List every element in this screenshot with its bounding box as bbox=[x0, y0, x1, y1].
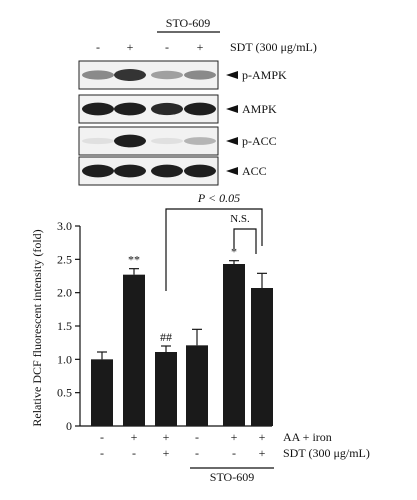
blot-band-label: p-AMPK bbox=[242, 68, 287, 82]
condition-label: AA + iron bbox=[283, 430, 332, 444]
blot-band bbox=[151, 70, 183, 80]
condition-sign: - bbox=[195, 430, 199, 444]
bar bbox=[186, 345, 208, 426]
blot-band bbox=[184, 102, 216, 116]
blot-band bbox=[114, 134, 146, 148]
condition-sign: - bbox=[232, 446, 236, 460]
blot-arrow-icon bbox=[226, 167, 238, 175]
blot-sign: - bbox=[96, 40, 100, 54]
significance-label: ## bbox=[160, 330, 172, 344]
condition-sign: + bbox=[163, 446, 170, 460]
blot-band-rows: p-AMPK AMPK p-ACC ACC bbox=[78, 60, 287, 186]
blot-band bbox=[82, 70, 114, 80]
p-value-label: P < 0.05 bbox=[197, 191, 240, 205]
blot-band bbox=[151, 164, 183, 178]
p-value-bracket bbox=[165, 208, 263, 291]
y-tick-label: 0.5 bbox=[57, 386, 72, 400]
ns-bracket bbox=[233, 228, 257, 254]
bar bbox=[123, 274, 145, 426]
blot-band bbox=[184, 137, 216, 145]
condition-label: SDT (300 μg/mL) bbox=[283, 446, 370, 460]
blot-arrow-icon bbox=[226, 137, 238, 145]
significance-label: ** bbox=[128, 253, 140, 267]
condition-sign: + bbox=[259, 430, 266, 444]
condition-sign: + bbox=[131, 430, 138, 444]
bars: ** ## * bbox=[91, 245, 273, 426]
condition-sign: + bbox=[231, 430, 238, 444]
blot-band bbox=[82, 164, 114, 178]
y-tick-label: 1.5 bbox=[57, 319, 72, 333]
ns-label: N.S. bbox=[230, 213, 250, 225]
blot-treatment-label: SDT (300 μg/mL) bbox=[230, 40, 317, 54]
condition-sign: - bbox=[100, 430, 104, 444]
blot-sign: - bbox=[165, 40, 169, 54]
blot-band bbox=[151, 137, 183, 145]
bar-chart: Relative DCF fluorescent intensity (fold… bbox=[30, 191, 370, 484]
y-tick-label: 2.5 bbox=[57, 252, 72, 266]
blot-sign: + bbox=[197, 40, 204, 54]
condition-sign: - bbox=[132, 446, 136, 460]
y-tick-label: 0 bbox=[66, 419, 72, 433]
bottom-sto609-label: STO-609 bbox=[210, 470, 254, 484]
blot-band bbox=[82, 102, 114, 116]
bar bbox=[251, 288, 273, 426]
blot-band bbox=[151, 102, 183, 116]
western-blot-panel: STO-609 - + - + SDT (300 μg/mL) p-AMPKAMPKp… bbox=[78, 16, 317, 186]
condition-sign: + bbox=[259, 446, 266, 460]
condition-sign: + bbox=[163, 430, 170, 444]
condition-table: - + + - + + AA + iron - - + - - + SDT (300 μg/mL) bbox=[100, 430, 370, 460]
blot-band-label: p-ACC bbox=[242, 134, 277, 148]
blot-sto609-label: STO-609 bbox=[166, 16, 210, 30]
significance-label: * bbox=[231, 245, 237, 259]
y-tick-label: 1.0 bbox=[57, 352, 72, 366]
blot-treatment-signs: - + - + bbox=[96, 40, 204, 54]
bar bbox=[223, 264, 245, 426]
blot-band bbox=[184, 164, 216, 178]
blot-sign: + bbox=[127, 40, 134, 54]
blot-arrow-icon bbox=[226, 105, 238, 113]
blot-band bbox=[114, 69, 146, 81]
blot-band bbox=[114, 164, 146, 178]
blot-band bbox=[184, 70, 216, 80]
blot-band bbox=[114, 102, 146, 116]
y-axis-label: Relative DCF fluorescent intensity (fold… bbox=[30, 229, 44, 426]
y-tick-label: 2.0 bbox=[57, 286, 72, 300]
condition-sign: - bbox=[195, 446, 199, 460]
significance-brackets bbox=[165, 208, 263, 291]
bar bbox=[155, 352, 177, 426]
bar bbox=[91, 359, 113, 426]
blot-band-label: ACC bbox=[242, 164, 267, 178]
condition-sign: - bbox=[100, 446, 104, 460]
blot-band bbox=[82, 137, 114, 145]
blot-band-label: AMPK bbox=[242, 102, 277, 116]
y-tick-label: 3.0 bbox=[57, 219, 72, 233]
blot-arrow-icon bbox=[226, 71, 238, 79]
